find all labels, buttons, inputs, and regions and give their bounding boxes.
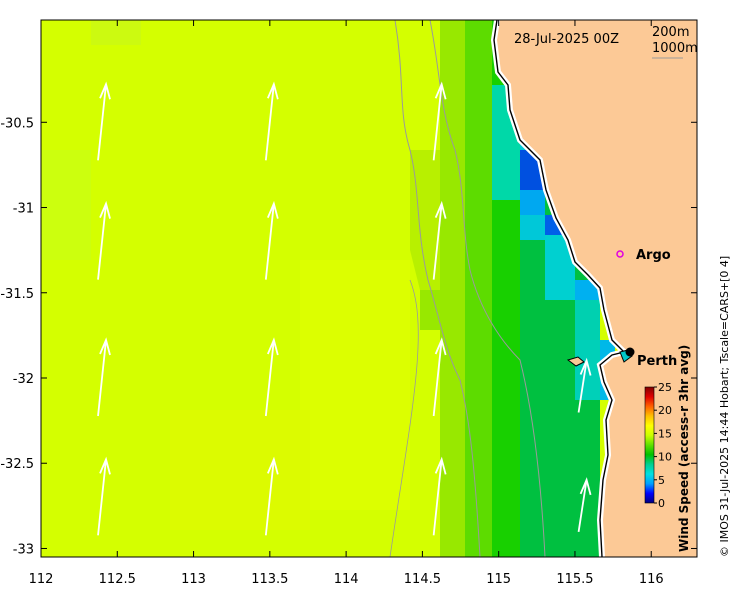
wind-arrow (432, 200, 447, 280)
colorbar-ticks: 0 5 10 15 20 25 (654, 381, 672, 510)
contour-deep (389, 279, 419, 557)
y-axis: -30.5 -31 -31.5 -32 -32.5 -33 (0, 116, 697, 557)
wind-arrow (264, 337, 279, 417)
wind-arrow-head (434, 200, 447, 219)
wind-arrow-shaft (577, 479, 588, 532)
wind-arrow-shaft (432, 339, 443, 417)
x-tick-label: 113 (181, 572, 206, 587)
wind-arrow-shaft (432, 84, 443, 161)
plot-frame (40, 19, 698, 558)
contour-legend-200m: 200m (652, 25, 689, 40)
wind-arrow-head (267, 200, 279, 219)
wind-arrow (577, 477, 592, 532)
wind-arrow (432, 456, 447, 536)
wind-arrow-shaft (264, 339, 275, 417)
wind-arrow (432, 81, 447, 161)
credit-text: © IMOS 31-Jul-2025 14:44 Hobart; Tscale=… (718, 256, 731, 557)
wind-field-patch (91, 20, 141, 45)
colorbar-gradient (644, 386, 655, 504)
wind-arrow-shaft (264, 84, 275, 161)
wind-field-patch (575, 340, 600, 400)
wind-arrow-shaft (264, 459, 275, 536)
wind-arrow-shaft (97, 339, 107, 417)
contour-200m (429, 20, 546, 557)
x-tick-label: 113.5 (251, 572, 288, 587)
wind-arrow (264, 456, 279, 536)
colorbar-tick-label: 15 (658, 427, 672, 440)
perth-marker[interactable] (625, 347, 635, 357)
x-tick-label: 112 (29, 572, 54, 587)
wind-arrow-head (99, 200, 111, 219)
y-tick-label: -31.5 (0, 287, 34, 302)
wind-arrow-layer (97, 81, 592, 536)
wind-arrow-shaft (97, 459, 107, 536)
wind-field-patch (545, 235, 575, 300)
wind-arrow (432, 337, 447, 417)
wind-field-patch (41, 150, 91, 260)
date-label: 28-Jul-2025 00Z (514, 32, 619, 47)
coastline (493, 20, 626, 557)
x-tick-label: 115.5 (556, 572, 593, 587)
argo-label: Argo (636, 248, 671, 263)
wind-arrow-head (434, 456, 447, 475)
y-tick-label: -33 (13, 542, 34, 557)
wind-field-patch (170, 410, 310, 530)
wind-field-patch (465, 20, 492, 557)
x-tick-label: 114.5 (404, 572, 441, 587)
contour-1000m (394, 20, 481, 557)
colorbar: 0 5 10 15 20 25 Wind Speed (access-r 3hr avg) (644, 345, 691, 552)
wind-arrow (264, 81, 279, 161)
wind-arrow-head (579, 477, 592, 496)
contour-legend-1000m: 1000m (652, 41, 698, 56)
wind-arrow-shaft (97, 203, 107, 280)
wind-field-patch (420, 20, 465, 557)
wind-arrow (97, 81, 111, 161)
y-tick-label: -30.5 (0, 116, 34, 131)
wind-field-patch (520, 190, 545, 215)
wind-arrow-shaft (264, 203, 275, 280)
wind-arrow-shaft (97, 84, 107, 161)
colorbar-tick-label: 25 (658, 381, 672, 394)
wind-arrow-head (434, 81, 447, 100)
rottnest-island (566, 356, 585, 367)
wind-arrow (97, 200, 111, 280)
wind-arrow (97, 456, 111, 536)
colorbar-tick-label: 5 (658, 474, 665, 487)
x-tick-label: 112.5 (99, 572, 136, 587)
wind-arrow (97, 337, 111, 417)
wind-arrow-head (99, 81, 111, 100)
colorbar-tick-label: 10 (658, 451, 672, 464)
wind-arrow (577, 357, 592, 413)
x-axis: 112 112.5 113 113.5 114 114.5 115 115.5 116 (29, 20, 664, 587)
wind-field-patch (300, 260, 410, 510)
y-tick-label: -32 (13, 372, 34, 387)
argo-marker[interactable] (616, 250, 624, 258)
x-tick-label: 116 (639, 572, 664, 587)
wind-arrow-shaft (577, 360, 588, 413)
x-tick-label: 114 (334, 572, 359, 587)
wind-arrow-head (267, 337, 279, 356)
wind-arrow-head (267, 456, 279, 475)
wind-arrow-head (99, 337, 111, 356)
wind-arrow-head (99, 456, 111, 475)
wind-arrow-shaft (432, 203, 443, 280)
wind-field-patch (410, 150, 440, 290)
colorbar-label: Wind Speed (access-r 3hr avg) (677, 345, 691, 552)
wind-arrow (264, 200, 279, 280)
wind-field-patch (575, 300, 600, 340)
y-tick-label: -31 (13, 202, 34, 217)
x-tick-label: 115 (486, 572, 511, 587)
wind-arrow-head (434, 337, 447, 356)
colorbar-tick-label: 20 (658, 404, 672, 417)
wind-arrow-shaft (432, 459, 443, 536)
wind-arrow-head (267, 81, 279, 100)
colorbar-tick-label: 0 (658, 497, 665, 510)
y-tick-label: -32.5 (0, 457, 34, 472)
plot-area (41, 20, 697, 557)
perth-label: Perth (637, 354, 677, 369)
wind-arrow-head (579, 357, 592, 376)
